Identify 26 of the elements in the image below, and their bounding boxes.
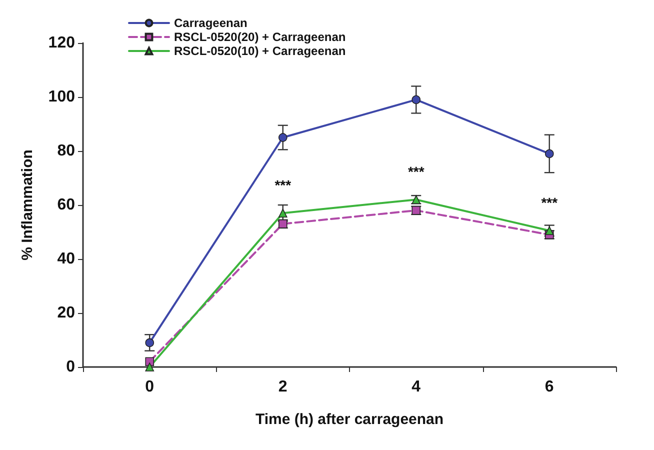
x-tick-label: 2 xyxy=(278,378,288,396)
point xyxy=(145,362,154,372)
point xyxy=(145,338,154,348)
x-tick-label: 0 xyxy=(145,378,154,396)
point xyxy=(145,357,154,366)
y-tick-label: 80 xyxy=(57,142,76,160)
x-axis-title: Time (h) after carrageenan xyxy=(255,411,444,428)
y-tick-label: 40 xyxy=(57,250,76,268)
point xyxy=(278,208,288,218)
y-tick-label: 20 xyxy=(57,304,76,322)
legend-label: RSCL-0520(10) + Carrageenan xyxy=(174,44,346,58)
y-tick-label: 100 xyxy=(48,88,76,106)
x-tick-label: 6 xyxy=(544,378,554,396)
point xyxy=(412,95,421,104)
y-tick-label: 120 xyxy=(48,34,76,52)
annotation: *** xyxy=(541,194,558,211)
y-tick-label: 60 xyxy=(57,196,76,214)
annotation: *** xyxy=(274,177,292,194)
annotation: *** xyxy=(408,164,425,180)
x-tick-label: 4 xyxy=(412,378,421,396)
legend-label: Carrageenan xyxy=(174,16,248,30)
y-axis-title: % Inflammation xyxy=(19,150,36,260)
point xyxy=(278,133,288,142)
point xyxy=(544,149,554,158)
legend-label: RSCL-0520(20) + Carrageenan xyxy=(174,30,346,44)
y-tick-label: 0 xyxy=(66,358,76,376)
